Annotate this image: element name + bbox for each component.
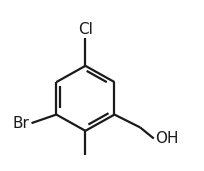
Text: Cl: Cl (78, 22, 92, 37)
Text: OH: OH (155, 131, 178, 146)
Text: Br: Br (13, 116, 30, 131)
